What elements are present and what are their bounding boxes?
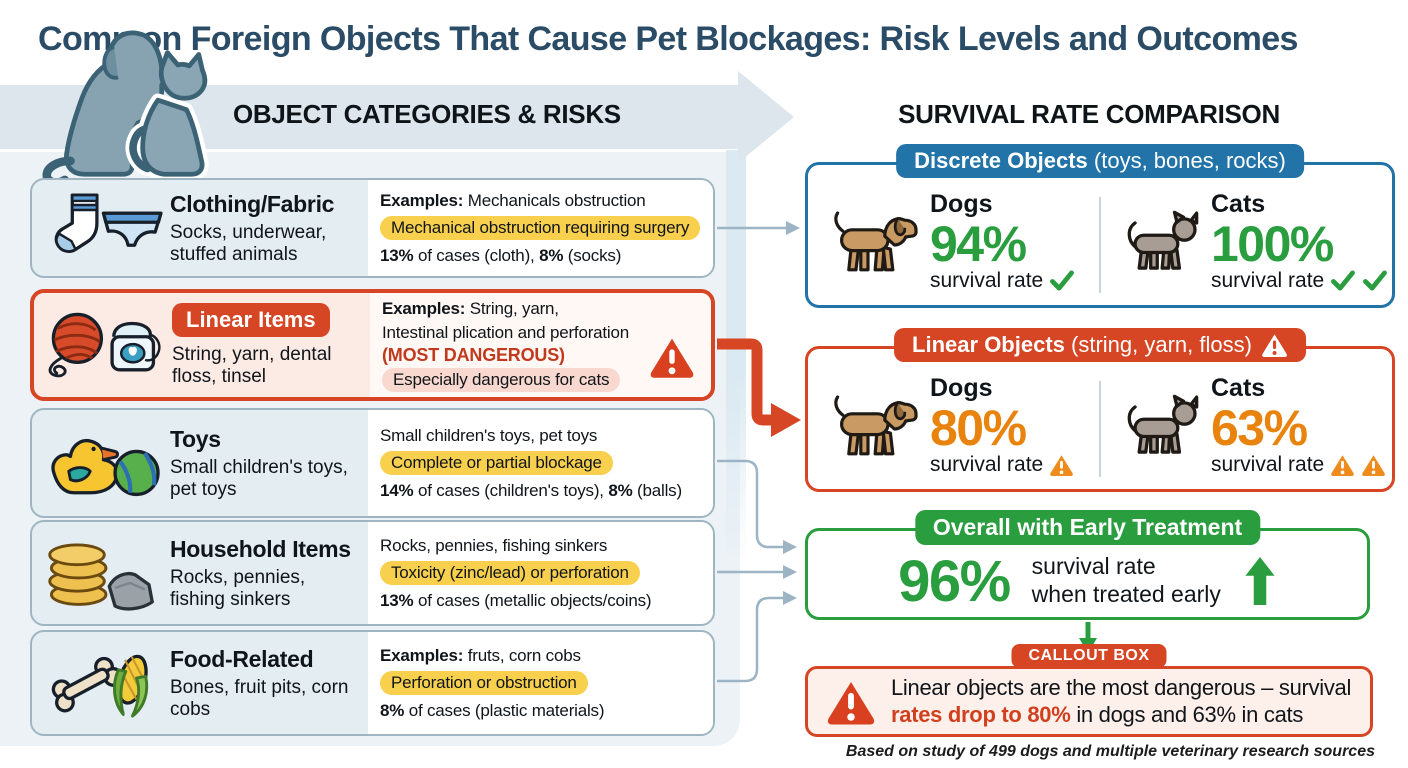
linear-dogs-panel: Dogs 80% survival rate (808, 361, 1099, 489)
category-risk-highlight: Especially dangerous for cats (382, 367, 621, 392)
category-card-food: Food-Related Bones, fruit pits, corn cob… (30, 630, 715, 736)
warning-triangle-icon (1331, 454, 1355, 476)
callout-text: Linear objects are the most dangerous – … (891, 674, 1352, 727)
callout-box: CALLOUT BOX Linear objects are the most … (805, 644, 1373, 737)
category-title: Clothing/Fabric (170, 190, 335, 217)
category-examples: Rocks, pennies, fishing sinkers (380, 535, 608, 555)
footnote: Based on study of 499 dogs and multiple … (845, 743, 1375, 760)
cats-caption: survival rate (1211, 269, 1388, 293)
vertical-accent-band (726, 150, 746, 562)
dog-icon (834, 395, 918, 456)
bone-corn-icon (32, 632, 170, 734)
up-arrow-icon (1245, 557, 1275, 605)
warning-triangle-icon (827, 681, 875, 724)
cat-icon (1127, 394, 1199, 454)
category-card-clothing: Clothing/Fabric Socks, underwear, stuffe… (30, 178, 715, 278)
column-divider (1099, 197, 1101, 293)
category-examples: Examples: String, yarn, (382, 299, 559, 319)
dogs-caption: survival rate (930, 453, 1074, 477)
categories-arrow-head (738, 71, 794, 163)
callout-badge: CALLOUT BOX (1011, 644, 1167, 668)
category-title: Toys (170, 425, 221, 452)
cats-label: Cats (1211, 189, 1266, 218)
category-risk-line: Intestinal plication and perforation (382, 322, 630, 342)
duck-ball-icon (32, 410, 170, 516)
cats-survival-rate: 100% (1211, 215, 1334, 272)
left-section-header: OBJECT CATEGORIES & RISKS (233, 99, 621, 129)
category-subtitle: Small children's toys, pet toys (170, 456, 348, 500)
check-icon (1050, 270, 1075, 291)
category-card-linear-items: Linear Items String, yarn, dental floss,… (30, 289, 715, 401)
overall-treatment-badge: Overall with Early Treatment (914, 510, 1261, 545)
linear-objects-badge: Linear Objects (string, yarn, floss) (894, 328, 1306, 362)
dogs-survival-rate: 80% (930, 399, 1027, 456)
check-icon (1363, 270, 1388, 291)
category-risk-highlight: Mechanical obstruction requiring surgery (380, 216, 701, 240)
dogs-survival-rate: 94% (930, 215, 1027, 272)
category-subtitle: Bones, fruit pits, corn cobs (170, 676, 349, 720)
category-title: Food-Related (170, 645, 314, 672)
category-stats: 14% of cases (children's toys), 8% (ball… (380, 481, 682, 500)
discrete-objects-box: Discrete Objects (toys, bones, rocks) Do… (805, 144, 1395, 308)
right-section-header: SURVIVAL RATE COMPARISON (898, 99, 1280, 129)
dogs-label: Dogs (930, 373, 993, 402)
discrete-objects-badge: Discrete Objects (toys, bones, rocks) (896, 144, 1304, 178)
coins-rock-icon (32, 522, 170, 624)
warning-triangle-icon (649, 336, 695, 383)
discrete-cats-panel: Cats 100% survival rate (1101, 177, 1392, 305)
category-stats: 13% of cases (metallic objects/coins) (380, 591, 652, 610)
category-examples: Small children's toys, pet toys (380, 425, 598, 445)
dogs-caption: survival rate (930, 269, 1075, 293)
category-card-toys: Toys Small children's toys, pet toys Sma… (30, 408, 715, 518)
linear-objects-box: Linear Objects (string, yarn, floss) (805, 328, 1395, 492)
category-card-household: Household Items Rocks, pennies, fishing … (30, 520, 715, 626)
overall-treatment-box: Overall with Early Treatment 96% surviva… (805, 510, 1370, 620)
cats-caption: survival rate (1211, 453, 1386, 477)
check-icon (1331, 270, 1356, 291)
category-subtitle: Rocks, pennies, fishing sinkers (170, 566, 306, 610)
page-title: Common Foreign Objects That Cause Pet Bl… (38, 20, 1298, 58)
dogs-label: Dogs (930, 189, 993, 218)
linear-cats-panel: Cats 63% survival rate (1101, 361, 1392, 489)
category-risk-highlight: Complete or partial blockage (380, 451, 613, 475)
cats-survival-rate: 63% (1211, 399, 1308, 456)
warning-triangle-icon (1262, 334, 1287, 357)
cats-label: Cats (1211, 373, 1266, 402)
discrete-dogs-panel: Dogs 94% survival rate (808, 177, 1099, 305)
category-subtitle: Socks, underwear, stuffed animals (170, 221, 327, 265)
category-title-badge: Linear Items (172, 302, 330, 337)
overall-caption: survival rate when treated early (1031, 553, 1221, 607)
column-divider (1099, 381, 1101, 477)
overall-survival-rate: 96% (898, 548, 1011, 614)
category-stats: 13% of cases (cloth), 8% (socks) (380, 246, 622, 265)
category-risk-highlight: Perforation or obstruction (380, 671, 588, 695)
warning-triangle-icon (1362, 454, 1386, 476)
category-examples: Examples: fruts, corn cobs (380, 645, 581, 665)
warning-triangle-icon (1050, 454, 1074, 476)
socks-underwear-icon (32, 180, 170, 276)
cat-icon (1127, 210, 1199, 270)
dog-cat-silhouette-icon (42, 30, 209, 178)
most-dangerous-note: (MOST DANGEROUS) (382, 344, 565, 365)
category-stats: 8% of cases (plastic materials) (380, 701, 605, 720)
category-examples: Examples: Mechanicals obstruction (380, 190, 646, 210)
category-subtitle: String, yarn, dental floss, tinsel (172, 343, 332, 387)
category-title: Household Items (170, 535, 351, 562)
category-risk-highlight: Toxicity (zinc/lead) or perforation (380, 561, 640, 585)
yarn-floss-icon (34, 293, 172, 397)
dog-icon (834, 211, 918, 272)
